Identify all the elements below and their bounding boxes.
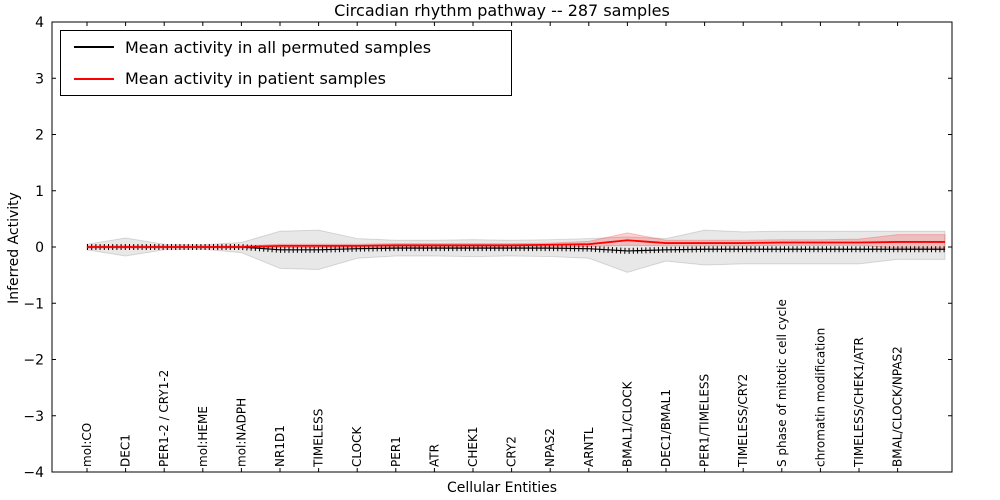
x-tick-label: mol:HEME: [196, 406, 210, 467]
x-tick-label: NR1D1: [273, 425, 287, 467]
x-tick-label: mol:NADPH: [234, 398, 248, 467]
patient-mean-line: [87, 239, 945, 248]
chart-title: Circadian rhythm pathway -- 287 samples: [334, 1, 670, 20]
x-tick-label: S phase of mitotic cell cycle: [775, 299, 789, 467]
patient-samples-range-band: [86, 232, 946, 249]
legend-line-black: [74, 46, 114, 49]
legend-line-red: [74, 77, 114, 80]
x-tick-label: TIMELESS: [312, 409, 326, 468]
x-tick-label: BMAL/CLOCK/NPAS2: [891, 346, 905, 467]
legend-entry-patient: Mean activity in patient samples: [61, 64, 511, 94]
y-tick-label: −2: [23, 353, 44, 369]
x-tick-label: ATR: [427, 444, 441, 467]
x-tick-label: CRY2: [505, 436, 519, 467]
y-tick-label: −3: [23, 409, 44, 425]
x-tick-label: ARNTL: [582, 427, 596, 467]
y-tick-label: 0: [35, 240, 44, 256]
x-tick-label: PER1/TIMELESS: [698, 374, 712, 467]
x-tick-label: DEC1: [119, 434, 133, 467]
y-axis-label: Inferred Activity: [6, 192, 22, 304]
x-tick-label: NPAS2: [543, 428, 557, 467]
x-tick-label: DEC1/BMAL1: [659, 389, 673, 467]
legend: Mean activity in all permuted samples Me…: [60, 30, 512, 96]
y-tick-label: 4: [35, 15, 44, 31]
permuted-samples-range-band: [86, 229, 946, 273]
y-tick-label: −1: [23, 296, 44, 312]
x-axis-label: Cellular Entities: [446, 480, 558, 496]
x-tick-label: CLOCK: [350, 426, 364, 467]
y-tick-label: 2: [35, 128, 44, 144]
y-tick-label: 3: [35, 71, 44, 87]
legend-entry-permuted: Mean activity in all permuted samples: [61, 32, 511, 62]
legend-label-permuted: Mean activity in all permuted samples: [125, 37, 432, 57]
x-tick-label: mol:CO: [80, 423, 94, 467]
x-tick-label: TIMELESS/CHEK1/ATR: [852, 337, 866, 468]
legend-label-patient: Mean activity in patient samples: [125, 69, 386, 89]
y-tick-label: 1: [35, 184, 44, 200]
x-tick-label: PER1: [389, 436, 403, 467]
x-tick-label: chromatin modification: [813, 328, 827, 467]
x-tick-label: PER1-2 / CRY1-2: [157, 370, 171, 467]
y-tick-label: −4: [23, 465, 44, 481]
x-tick-label: CHEK1: [466, 427, 480, 468]
x-tick-label: BMAL1/CLOCK: [620, 380, 634, 467]
x-tick-label: TIMELESS/CRY2: [736, 374, 750, 468]
